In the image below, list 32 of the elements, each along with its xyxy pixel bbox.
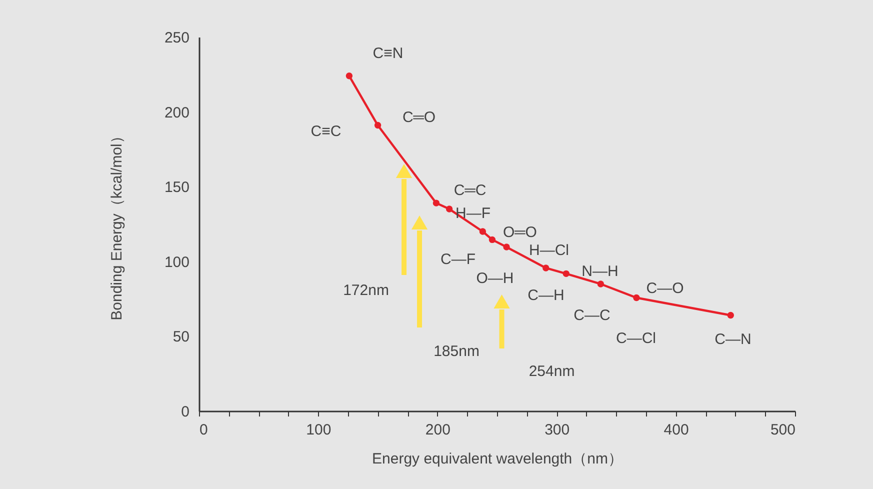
y-tick-label: 250: [164, 30, 190, 46]
annotation: C—O: [646, 280, 684, 297]
y-tick-label: 50: [172, 328, 190, 346]
annotation: C—N: [714, 331, 752, 348]
y-tick-label: 0: [181, 404, 190, 420]
x-tick-label: 100: [306, 422, 332, 438]
ref-line-label: 172nm: [343, 282, 389, 299]
annotation: O═O: [503, 224, 537, 241]
annotation: C—F: [440, 251, 476, 268]
x-tick-label: 300: [544, 422, 570, 438]
x-tick-label: 500: [770, 422, 796, 438]
y-tick-label: 100: [164, 254, 190, 271]
y-tick-label: 150: [164, 179, 190, 196]
annotation: H—Cl: [529, 242, 569, 259]
annotation: C═C: [454, 182, 486, 199]
annotation: O—H: [476, 270, 514, 287]
annotation: N—H: [582, 263, 618, 280]
annotation: C—C: [574, 307, 610, 324]
x-tick-label: 200: [425, 422, 450, 438]
y-tick-label: 200: [164, 104, 190, 122]
annotation: C—Cl: [616, 330, 656, 347]
ref-line-label: 185nm: [434, 343, 480, 360]
x-axis-title: Energy equivalent wavelength（nm）: [372, 450, 623, 468]
annotation: C≡C: [310, 123, 342, 140]
annotation: H—F: [456, 205, 490, 222]
y-axis-title: Bonding Energy（kcal/mol）: [108, 128, 126, 320]
annotation: C═O: [402, 109, 436, 126]
x-tick-label: 0: [200, 422, 208, 438]
annotation: C≡N: [372, 45, 404, 62]
x-tick-label: 400: [664, 422, 689, 438]
annotation: C—H: [528, 287, 564, 304]
ref-line-label: 254nm: [528, 363, 575, 380]
